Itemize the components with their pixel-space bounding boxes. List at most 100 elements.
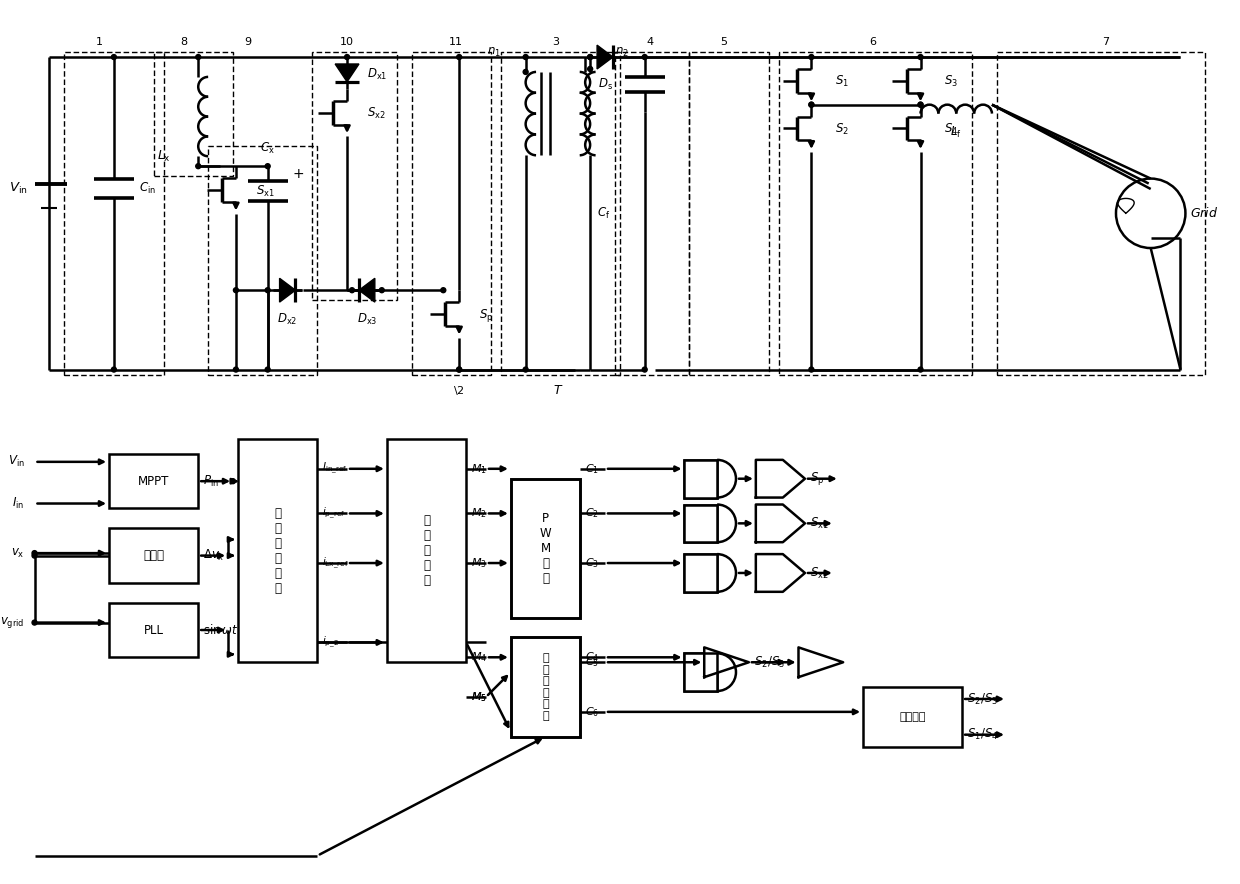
Bar	[615, 52, 689, 375]
Bar	[684, 653, 717, 691]
Text: $D_{\rm x1}$: $D_{\rm x1}$	[367, 67, 387, 82]
Text: $v_{\rm grid}$: $v_{\rm grid}$	[0, 615, 25, 630]
Text: 8: 8	[180, 37, 187, 47]
Bar	[684, 505, 717, 542]
Text: $S_4$: $S_4$	[945, 122, 959, 137]
Text: $S_1$: $S_1$	[836, 74, 849, 89]
Text: $S_{\rm x1}$: $S_{\rm x1}$	[255, 184, 274, 199]
Bar	[997, 52, 1205, 375]
Bar	[684, 653, 717, 691]
Circle shape	[196, 164, 201, 169]
Polygon shape	[756, 460, 805, 498]
Bar	[109, 529, 198, 583]
Circle shape	[523, 367, 528, 372]
Text: $C_{\rm x}$: $C_{\rm x}$	[260, 141, 275, 156]
Text: $S_{\rm x2}$: $S_{\rm x2}$	[367, 106, 386, 121]
Text: P
W
M
模
块: P W M 模 块	[539, 512, 552, 584]
Text: 10: 10	[340, 37, 355, 47]
Text: 4: 4	[646, 37, 653, 47]
Circle shape	[456, 367, 461, 372]
Circle shape	[918, 367, 923, 372]
Circle shape	[523, 70, 528, 74]
Text: 电压环: 电压环	[143, 549, 164, 562]
Text: $D_{\rm s}$: $D_{\rm s}$	[598, 77, 613, 92]
Text: $C_6$: $C_6$	[585, 705, 599, 719]
Bar	[779, 52, 972, 375]
Bar	[863, 687, 962, 747]
Bar	[387, 439, 466, 662]
Text: $Grid$: $Grid$	[1190, 206, 1219, 220]
Text: $M_5$: $M_5$	[471, 690, 487, 704]
Text: $L_{\rm f}$: $L_{\rm f}$	[950, 125, 962, 140]
Bar	[238, 439, 317, 662]
Text: $M_3$: $M_3$	[471, 556, 487, 570]
Text: $L_{\rm x}$: $L_{\rm x}$	[156, 149, 170, 164]
Polygon shape	[756, 554, 805, 591]
Text: PLL: PLL	[144, 623, 164, 636]
Text: $I_{\rm in}$: $I_{\rm in}$	[12, 496, 25, 511]
Text: 电
流
基
准
生
成: 电 流 基 准 生 成	[274, 507, 281, 595]
Text: 过
零
比
较
模
块: 过 零 比 较 模 块	[542, 653, 549, 721]
Bar	[208, 147, 317, 375]
Text: $M_5$: $M_5$	[471, 690, 487, 704]
Text: 7: 7	[1102, 37, 1110, 47]
Text: 5: 5	[720, 37, 728, 47]
Text: $C_{\rm f}$: $C_{\rm f}$	[596, 206, 610, 221]
Text: 调
制
波
生
成: 调 制 波 生 成	[423, 514, 430, 587]
Text: $v_{\rm x}$: $v_{\rm x}$	[11, 546, 25, 560]
Circle shape	[456, 367, 461, 372]
Text: $I_{\rm in\_ref}$: $I_{\rm in\_ref}$	[322, 461, 347, 476]
Text: $S_1/S_4$: $S_1/S_4$	[967, 728, 998, 743]
Circle shape	[112, 55, 117, 59]
Circle shape	[379, 287, 384, 293]
Text: MPPT: MPPT	[138, 475, 170, 488]
Bar	[109, 453, 198, 508]
Circle shape	[642, 367, 647, 372]
Text: $V_{\rm in}$: $V_{\rm in}$	[9, 181, 27, 196]
Text: $D_{\rm x3}$: $D_{\rm x3}$	[357, 312, 377, 327]
Circle shape	[918, 55, 923, 59]
Text: $C_5$: $C_5$	[585, 655, 599, 669]
Circle shape	[32, 553, 37, 558]
Circle shape	[588, 55, 593, 59]
Circle shape	[112, 367, 117, 372]
Circle shape	[642, 55, 647, 59]
Text: $V_{\rm in}$: $V_{\rm in}$	[7, 454, 25, 469]
Circle shape	[350, 287, 355, 293]
Text: 9: 9	[244, 37, 252, 47]
Circle shape	[32, 551, 37, 556]
Polygon shape	[279, 278, 295, 302]
Text: $i_{\rm p\_ref}$: $i_{\rm p\_ref}$	[322, 506, 346, 521]
Circle shape	[808, 55, 813, 59]
Text: 11: 11	[449, 37, 464, 47]
Text: $S_{\rm p}$: $S_{\rm p}$	[479, 307, 494, 324]
Circle shape	[808, 103, 813, 107]
Text: $n_1$: $n_1$	[487, 46, 501, 58]
Circle shape	[196, 55, 201, 59]
Polygon shape	[358, 278, 374, 302]
Text: 逻辑电路: 逻辑电路	[899, 712, 926, 722]
Text: $S_{\rm p}$: $S_{\rm p}$	[810, 470, 825, 487]
Circle shape	[588, 66, 593, 72]
Text: $P_{\rm in}$: $P_{\rm in}$	[203, 474, 219, 489]
Text: $C_1$: $C_1$	[585, 461, 599, 476]
Text: 3: 3	[552, 37, 559, 47]
Text: $M_1$: $M_1$	[471, 461, 487, 476]
Text: $i_{\rm Lx\_ref}$: $i_{\rm Lx\_ref}$	[322, 555, 350, 571]
Text: $C_{\rm in}$: $C_{\rm in}$	[139, 181, 156, 196]
Text: $S_{\rm x2}$: $S_{\rm x2}$	[810, 566, 828, 581]
Text: $C_2$: $C_2$	[585, 507, 599, 521]
Bar	[501, 52, 620, 375]
Circle shape	[265, 164, 270, 169]
Circle shape	[523, 55, 528, 59]
Circle shape	[32, 620, 37, 625]
Bar	[511, 637, 580, 736]
Bar	[312, 52, 397, 301]
Text: $C_4$: $C_4$	[585, 651, 599, 664]
Bar	[64, 52, 164, 375]
Circle shape	[918, 103, 923, 107]
Text: $S_3$: $S_3$	[945, 74, 959, 89]
Bar	[154, 52, 233, 176]
Text: $S_2/S_3$: $S_2/S_3$	[754, 655, 785, 670]
Text: 6: 6	[869, 37, 877, 47]
